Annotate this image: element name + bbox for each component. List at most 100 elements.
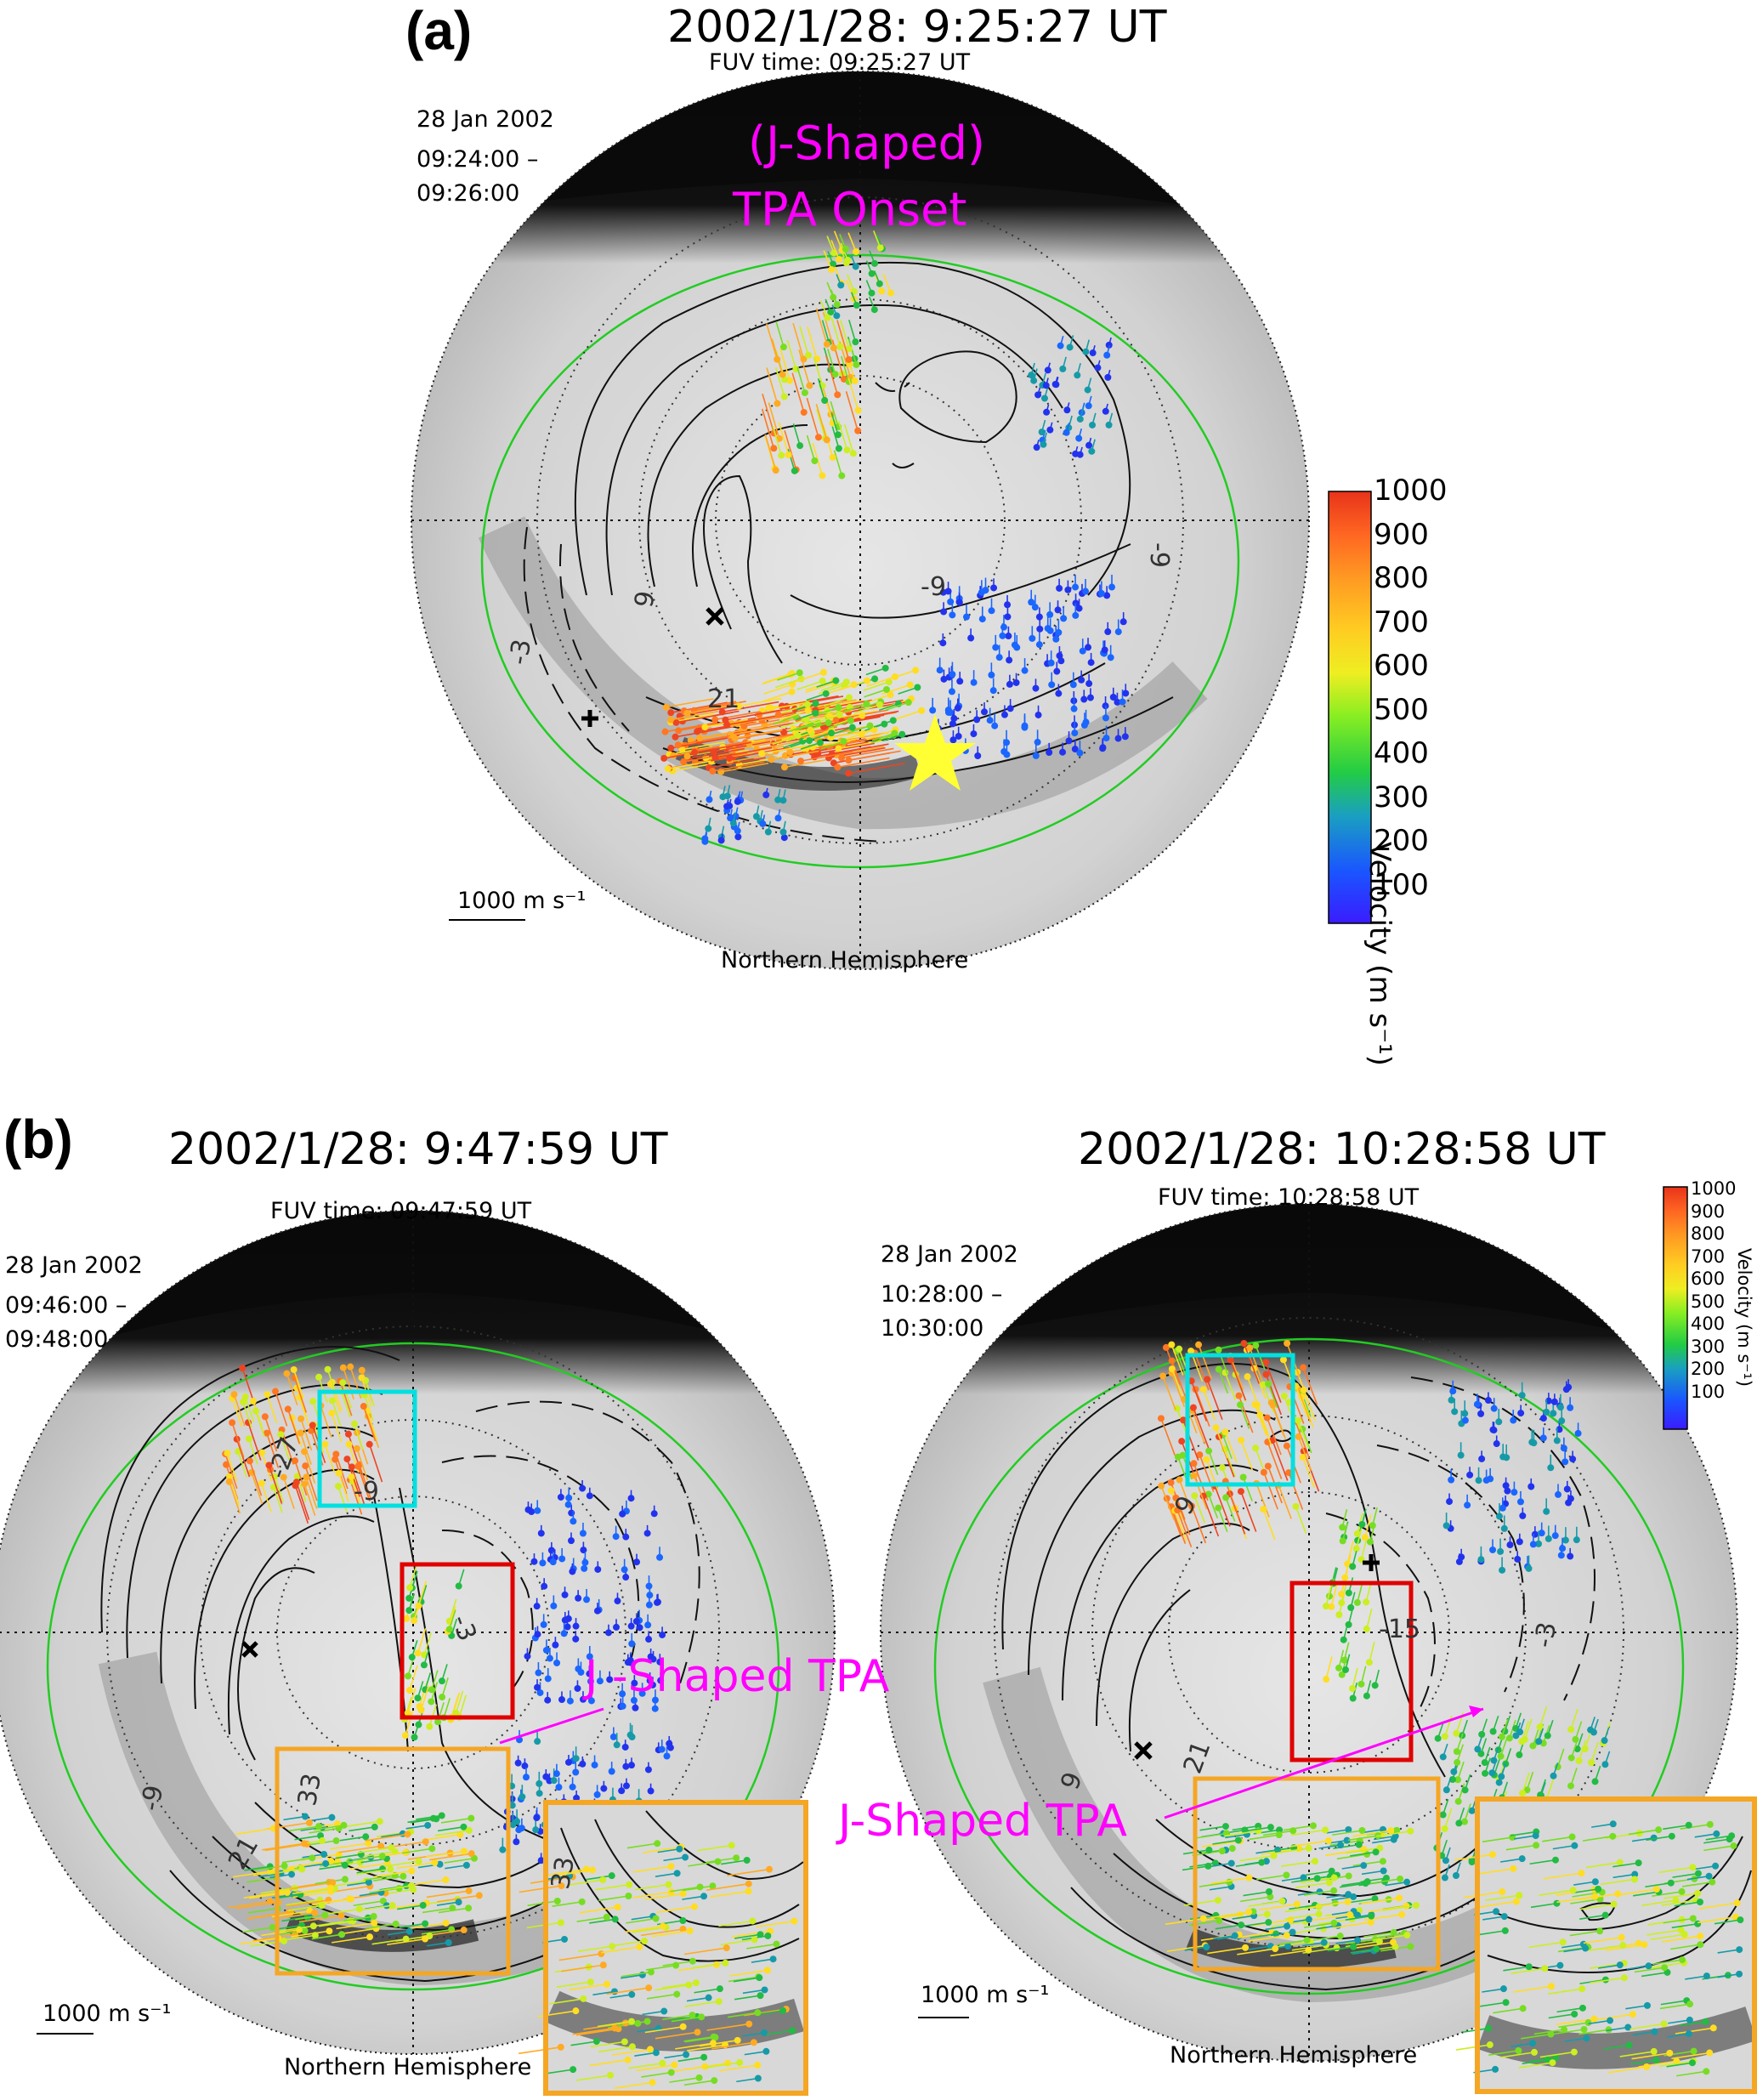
velocity-vector xyxy=(1503,1966,1529,1972)
vector-origin-dot xyxy=(415,1721,422,1728)
vector-origin-dot xyxy=(572,1768,580,1776)
vector-origin-dot xyxy=(442,1876,450,1884)
vector-origin-dot xyxy=(1086,694,1094,701)
vector-origin-dot xyxy=(686,1927,694,1934)
velocity-vector xyxy=(303,1863,326,1868)
vector-origin-dot xyxy=(408,1881,416,1889)
vector-origin-dot xyxy=(1666,2049,1674,2057)
velocity-vector xyxy=(614,2081,653,2089)
vector-origin-dot xyxy=(308,1427,315,1434)
velocity-vector xyxy=(351,1467,366,1506)
vector-origin-dot xyxy=(762,791,770,798)
velocity-vector xyxy=(325,1908,360,1916)
vector-origin-dot xyxy=(1529,1742,1537,1750)
vector-origin-dot xyxy=(324,1365,332,1373)
vector-origin-dot xyxy=(290,1365,298,1373)
velocity-vector xyxy=(422,1907,453,1914)
velocity-vector xyxy=(1676,2070,1707,2077)
inset-b-right xyxy=(1454,1796,1757,2094)
vector-origin-dot xyxy=(1203,1456,1210,1463)
vector-origin-dot xyxy=(1655,1826,1663,1834)
velocity-vector xyxy=(292,1887,331,1895)
vector-origin-dot xyxy=(580,1995,587,2002)
vector-origin-dot xyxy=(1044,366,1051,374)
vector-origin-dot xyxy=(1057,657,1065,665)
vector-origin-dot xyxy=(1035,641,1043,649)
velocity-vector xyxy=(377,1885,412,1892)
vector-origin-dot xyxy=(762,2047,770,2055)
velocity-vector xyxy=(1267,1441,1283,1479)
velocity-vector xyxy=(579,1906,618,1914)
velocity-vector xyxy=(332,1880,367,1887)
velocity-vector xyxy=(1563,1947,1586,1953)
velocity-vector xyxy=(1304,1921,1335,1928)
vector-origin-dot xyxy=(1559,1938,1567,1946)
velocity-vector xyxy=(445,1864,468,1870)
velocity-vector xyxy=(775,321,785,348)
colorbar-title-b-right: Velocity (m s⁻¹) xyxy=(1734,1248,1754,1388)
vector-origin-dot xyxy=(598,1950,605,1958)
velocity-vector xyxy=(354,1423,364,1450)
vector-origin-dot xyxy=(405,1607,413,1615)
vector-origin-dot xyxy=(745,2020,753,2028)
vector-origin-dot xyxy=(751,1936,758,1944)
vector-origin-dot xyxy=(301,1448,309,1456)
vector-origin-dot xyxy=(716,1985,723,1993)
vector-origin-dot xyxy=(659,2059,666,2067)
vector-origin-dot xyxy=(812,700,819,707)
vector-origin-dot xyxy=(723,1944,730,1952)
vector-origin-dot xyxy=(1672,1897,1680,1904)
velocity-vector xyxy=(268,1868,303,1876)
velocity-vector xyxy=(1201,1840,1240,1847)
velocity-vector xyxy=(254,1864,285,1871)
velocity-vector xyxy=(685,2036,716,2043)
velocity-vector xyxy=(1253,1368,1267,1399)
velocity-vector xyxy=(836,320,850,360)
annotation-b-left: J -Shaped TPA xyxy=(585,1651,890,1702)
velocity-vector xyxy=(792,322,805,360)
velocity-vector xyxy=(1579,1978,1607,1984)
velocity-vector xyxy=(1633,1891,1659,1897)
vector-origin-dot xyxy=(1283,1871,1290,1879)
vector-origin-dot xyxy=(1355,1841,1363,1848)
velocity-vector xyxy=(1175,1497,1191,1535)
velocity-vector xyxy=(644,2025,683,2034)
vector-origin-dot xyxy=(1448,1476,1455,1484)
vector-origin-dot xyxy=(468,1814,475,1822)
velocity-vector xyxy=(1202,1914,1241,1921)
vector-origin-dot xyxy=(1478,1731,1486,1739)
vector-origin-dot xyxy=(1358,1520,1366,1528)
vector-origin-dot xyxy=(1328,1603,1335,1610)
velocity-vector xyxy=(774,367,785,397)
velocity-vector xyxy=(1318,1844,1341,1849)
velocity-vector xyxy=(1524,1718,1533,1740)
vector-origin-dot xyxy=(269,1924,276,1932)
panel-title-a: 2002/1/28: 9:25:27 UT xyxy=(667,2,1167,53)
velocity-vector xyxy=(264,1416,278,1452)
velocity-vector xyxy=(662,2014,693,2021)
vector-origin-dot xyxy=(1345,1872,1352,1880)
vector-origin-dot xyxy=(338,1931,346,1938)
vector-origin-dot xyxy=(335,1851,343,1859)
polar-boundary-b-left xyxy=(0,1210,836,2055)
vector-origin-dot xyxy=(1099,745,1107,752)
velocity-vector xyxy=(832,726,853,735)
vector-origin-dot xyxy=(1516,1538,1523,1546)
velocity-vector xyxy=(384,1860,419,1868)
velocity-vector xyxy=(275,1391,288,1427)
vector-origin-dot xyxy=(1300,1387,1307,1394)
velocity-vector xyxy=(1347,1835,1379,1842)
velocity-vector xyxy=(624,1925,663,1933)
velocity-vector xyxy=(437,1826,464,1832)
vector-origin-dot xyxy=(530,1558,538,1565)
vector-origin-dot xyxy=(1167,1487,1175,1495)
velocity-vector xyxy=(1341,1864,1364,1870)
vector-origin-dot xyxy=(1000,623,1008,631)
vector-origin-dot xyxy=(1176,1345,1183,1353)
velocity-vector xyxy=(332,1936,371,1944)
vector-origin-dot xyxy=(852,338,859,346)
velocity-vector xyxy=(1338,1594,1346,1615)
vector-origin-dot xyxy=(891,673,898,681)
vector-origin-dot xyxy=(281,1862,288,1870)
vector-origin-dot xyxy=(1371,1895,1379,1903)
